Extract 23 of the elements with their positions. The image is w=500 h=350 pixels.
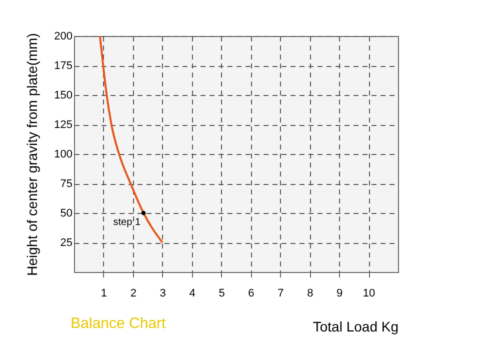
y-tick-label: 175	[54, 60, 72, 72]
y-tick-label: 50	[60, 208, 72, 220]
y-tick-label: 75	[60, 178, 72, 190]
y-tick-label: 100	[54, 148, 72, 160]
y-tick-label: 25	[60, 237, 72, 249]
x-tick-label: 6	[248, 288, 254, 300]
x-tick-label: 2	[130, 288, 136, 300]
y-tick-label: 200	[54, 30, 72, 42]
x-tick-label: 5	[218, 288, 225, 300]
y-axis-title: Height of center gravity from plate(mm)	[24, 33, 40, 276]
x-tick-label: 4	[189, 288, 196, 300]
x-tick-label: 9	[336, 288, 343, 300]
x-tick-label: 7	[278, 288, 284, 300]
annotation: step 1	[113, 217, 141, 228]
x-axis-title: Total Load Kg	[312, 318, 398, 334]
line-series	[98, 35, 164, 244]
x-tick-label: 3	[160, 288, 166, 300]
y-tick-label: 125	[54, 119, 72, 131]
text: Balance Chart	[70, 315, 167, 332]
y-tick-label: 150	[54, 90, 72, 102]
x-tick-label: 1	[100, 288, 108, 300]
x-tick-label: 10	[362, 288, 376, 300]
x-tick-label: 8	[307, 288, 314, 300]
